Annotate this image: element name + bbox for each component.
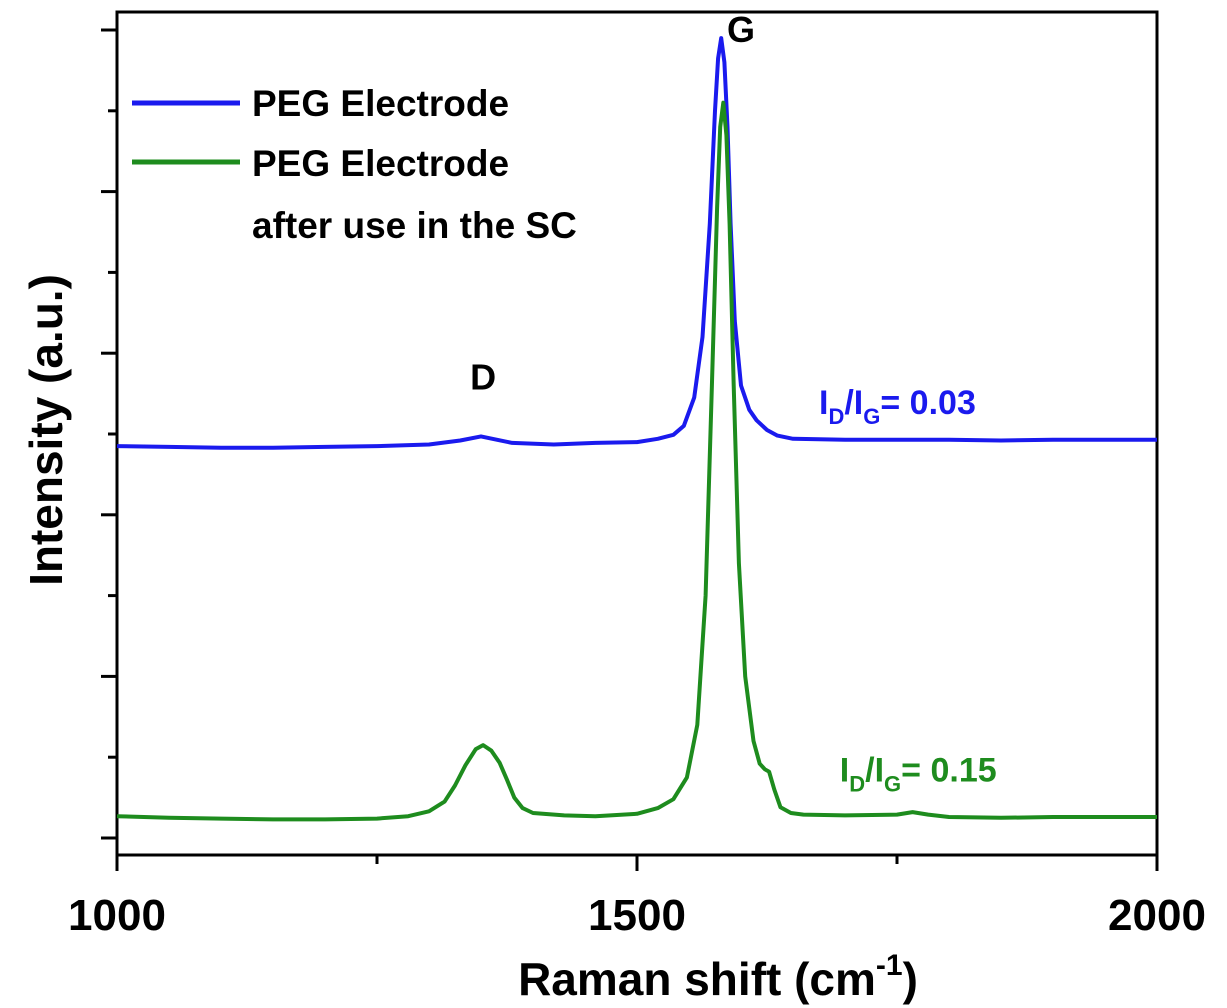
legend: PEG Electrode PEG Electrode after use in… — [132, 83, 577, 246]
peak-annotations: DG — [470, 9, 755, 397]
series-line-peg-electrode — [116, 36, 1157, 450]
y-axis-ticks — [101, 28, 117, 840]
y-axis-title: Intensity (a.u.) — [20, 274, 72, 586]
ratio-label-fresh: ID/IG= 0.03 — [819, 384, 976, 429]
x-tick-label: 1500 — [588, 891, 686, 940]
ratio-labels: ID/IG= 0.03 ID/IG= 0.15 — [819, 384, 997, 797]
legend-label-peg-electrode: PEG Electrode — [252, 83, 509, 124]
legend-label-peg-electrode-after-use-line1: PEG Electrode — [252, 143, 509, 184]
series-line-peg-electrode-after-use — [116, 100, 1157, 822]
x-tick-label: 2000 — [1108, 891, 1206, 940]
x-axis-ticks — [115, 855, 1159, 871]
legend-label-peg-electrode-after-use-line2: after use in the SC — [252, 205, 577, 246]
peak-label-g: G — [727, 9, 755, 50]
x-tick-labels: 1000 1500 2000 — [68, 891, 1206, 940]
plot-frame — [115, 10, 1159, 857]
x-axis-title-superscript: -1 — [876, 949, 903, 982]
x-axis-title: Raman shift (cm-1) — [518, 949, 918, 1005]
series-layer — [116, 36, 1157, 822]
x-tick-label: 1000 — [68, 891, 166, 940]
ratio-label-used: ID/IG= 0.15 — [840, 751, 997, 796]
peak-label-d: D — [470, 357, 496, 398]
